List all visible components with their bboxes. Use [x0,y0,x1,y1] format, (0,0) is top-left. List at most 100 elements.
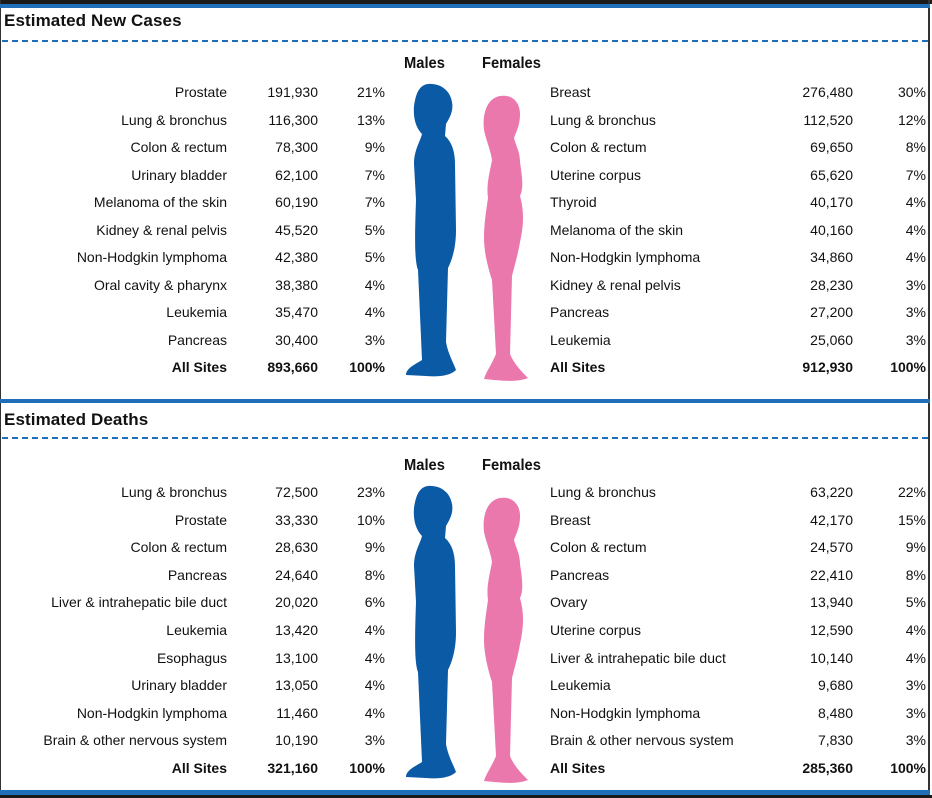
table-row: Lung & bronchus 116,300 13% [0,112,932,132]
female-count: 40,170 [810,194,853,210]
female-percent: 4% [905,222,926,238]
male-percent: 21% [356,84,385,100]
female-percent: 3% [905,705,926,721]
male-total-label: All Sites [171,760,227,776]
female-count: 7,830 [817,732,853,748]
table-row: Prostate 191,930 21% [0,84,932,104]
female-count: 28,230 [810,277,853,293]
male-count: 13,100 [275,650,318,666]
female-percent: 4% [905,650,926,666]
male-site-label: Non-Hodgkin lymphoma [76,249,227,265]
female-site-label: Melanoma of the skin [550,222,684,238]
table-row: Non-Hodgkin lymphoma 34,860 4% [0,249,932,269]
female-percent: 3% [905,332,926,348]
female-total-count: 912,930 [802,359,853,375]
male-percent: 3% [364,332,385,348]
female-percent: 8% [905,139,926,155]
female-percent: 30% [897,84,926,100]
table-row: Liver & intrahepatic bile duct 20,020 6% [0,594,932,614]
male-count: 62,100 [275,167,318,183]
male-count: 20,020 [275,594,318,610]
female-site-label: Kidney & renal pelvis [550,277,681,293]
table-row: Non-Hodgkin lymphoma 8,480 3% [0,705,932,725]
table-row: Colon & rectum 24,570 9% [0,539,932,559]
female-percent: 8% [905,567,926,583]
male-site-label: Brain & other nervous system [43,732,227,748]
female-site-label: Leukemia [550,677,611,693]
total-row: All Sites 912,930 100% [0,359,932,379]
table-row: Liver & intrahepatic bile duct 10,140 4% [0,650,932,670]
table-row: Thyroid 40,170 4% [0,194,932,214]
male-site-label: Pancreas [167,332,227,348]
male-count: 13,420 [275,622,318,638]
female-count: 24,570 [810,539,853,555]
male-percent: 3% [364,732,385,748]
male-total-percent: 100% [349,760,385,776]
male-site-label: Esophagus [156,650,227,666]
male-percent: 8% [364,567,385,583]
dashed-divider [2,40,928,42]
female-site-label: Pancreas [550,304,610,320]
male-site-label: Leukemia [166,304,227,320]
male-percent: 6% [364,594,385,610]
male-percent: 9% [364,139,385,155]
female-site-label: Liver & intrahepatic bile duct [550,650,726,666]
dashed-divider [2,437,928,439]
male-percent: 4% [364,304,385,320]
female-site-label: Leukemia [550,332,611,348]
male-percent: 5% [364,249,385,265]
male-site-label: Urinary bladder [131,167,227,183]
females-header: Females [482,457,541,474]
female-site-label: Brain & other nervous system [550,732,734,748]
male-count: 191,930 [267,84,318,100]
female-count: 276,480 [802,84,853,100]
female-site-label: Non-Hodgkin lymphoma [550,249,701,265]
female-count: 63,220 [810,484,853,500]
female-percent: 5% [905,594,926,610]
male-count: 10,190 [275,732,318,748]
male-percent: 10% [356,512,385,528]
table-row: Leukemia 25,060 3% [0,332,932,352]
table-row: Ovary 13,940 5% [0,594,932,614]
table-row: Leukemia 13,420 4% [0,622,932,642]
female-percent: 4% [905,194,926,210]
male-site-label: Urinary bladder [131,677,227,693]
female-percent: 12% [897,112,926,128]
female-percent: 4% [905,249,926,265]
female-percent: 3% [905,277,926,293]
female-count: 8,480 [817,705,853,721]
male-count: 33,330 [275,512,318,528]
male-percent: 13% [356,112,385,128]
male-site-label: Liver & intrahepatic bile duct [51,594,227,610]
females-header: Females [482,55,541,72]
table-row: Kidney & renal pelvis 45,520 5% [0,222,932,242]
female-silhouette-icon [483,95,528,381]
female-percent: 3% [905,677,926,693]
male-count: 38,380 [275,277,318,293]
male-percent: 4% [364,622,385,638]
male-count: 42,380 [275,249,318,265]
male-silhouette-icon [406,83,456,377]
male-count: 11,460 [276,705,318,721]
female-site-label: Breast [550,512,591,528]
table-row: Melanoma of the skin 40,160 4% [0,222,932,242]
top-border [0,0,932,4]
table-row: Colon & rectum 28,630 9% [0,539,932,559]
male-count: 72,500 [275,484,318,500]
male-total-percent: 100% [349,359,385,375]
section-rule [0,399,930,403]
female-count: 34,860 [810,249,853,265]
male-figure [406,485,456,779]
female-total-percent: 100% [890,359,926,375]
male-site-label: Prostate [174,84,227,100]
female-count: 10,140 [810,650,853,666]
male-site-label: Oral cavity & pharynx [93,277,227,293]
male-percent: 4% [364,650,385,666]
female-site-label: Breast [550,84,591,100]
female-count: 9,680 [817,677,853,693]
table-row: Lung & bronchus 112,520 12% [0,112,932,132]
female-figure [483,95,528,381]
male-percent: 23% [356,484,385,500]
section-title-deaths: Estimated Deaths [4,410,149,429]
male-site-label: Kidney & renal pelvis [96,222,227,238]
